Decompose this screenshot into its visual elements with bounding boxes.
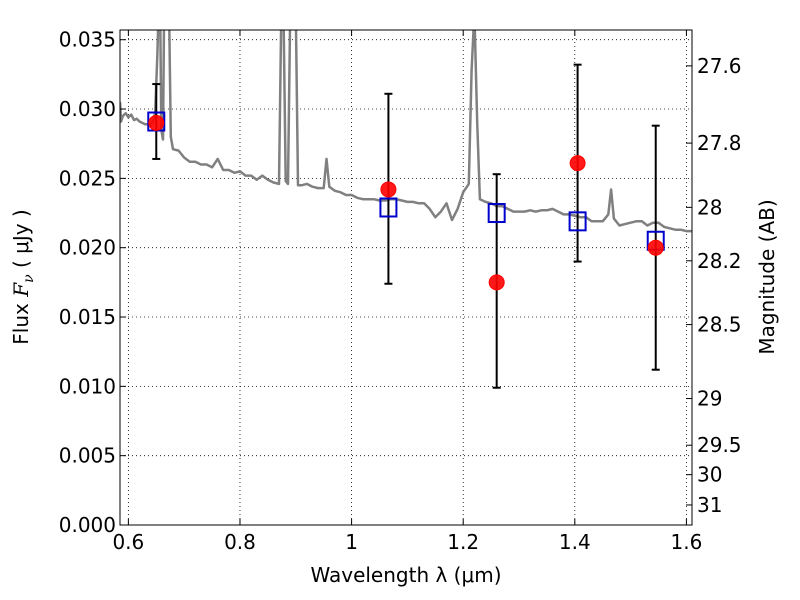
observed-flux-point bbox=[488, 274, 505, 291]
observed-flux-point bbox=[569, 155, 586, 172]
y-tick-label: 0.005 bbox=[59, 444, 116, 468]
y-axis-label-subscript: ν bbox=[21, 274, 37, 283]
y-tick-label: 0.035 bbox=[59, 28, 116, 52]
x-tick-label: 1 bbox=[345, 530, 358, 554]
y-tick-label: 0.015 bbox=[59, 305, 116, 329]
x-tick-label: 1.6 bbox=[671, 530, 703, 554]
model-band-square bbox=[379, 197, 398, 218]
y2-axis-label: Magnitude (AB) bbox=[755, 199, 779, 354]
observed-flux-point bbox=[148, 114, 165, 131]
y-tick-label: 0.020 bbox=[59, 236, 116, 260]
error-bars bbox=[147, 63, 665, 389]
x-tick-label: 0.8 bbox=[224, 530, 256, 554]
y-tick-label: 0.030 bbox=[59, 97, 116, 121]
model-band-square bbox=[487, 203, 506, 224]
observed-flux-point bbox=[380, 181, 397, 198]
plot-frame bbox=[119, 29, 693, 526]
y2-tick-label: 29 bbox=[697, 387, 722, 411]
y-axis-label: Flux Fν ( μJy ) bbox=[9, 209, 37, 344]
plot-data bbox=[120, 30, 692, 233]
y-tick-label: 0.010 bbox=[59, 374, 116, 398]
x-tick-label: 1.2 bbox=[447, 530, 479, 554]
model-spectrum-line bbox=[120, 30, 692, 233]
y2-tick-label: 28 bbox=[697, 195, 722, 219]
y2-tick-label: 30 bbox=[697, 463, 722, 487]
x-axis-label: Wavelength λ (μm) bbox=[310, 563, 501, 587]
grid-lines bbox=[120, 30, 692, 525]
y2-tick-label: 31 bbox=[697, 493, 722, 517]
observed-flux-point bbox=[647, 239, 664, 256]
axis-ticks: 0.6 0.8 1 1.2 1.4 1.6 0.000 0.005 0.010 0.015 0.02… bbox=[59, 28, 742, 554]
y2-tick-label: 27.8 bbox=[697, 131, 742, 155]
y-tick-label: 0.000 bbox=[59, 513, 116, 537]
x-tick-label: 1.4 bbox=[559, 530, 591, 554]
y-tick-label: 0.025 bbox=[59, 166, 116, 190]
y2-tick-label: 27.6 bbox=[697, 54, 742, 78]
x-tick-label: 0.6 bbox=[112, 530, 144, 554]
y2-tick-label: 28.5 bbox=[697, 313, 742, 337]
y2-tick-label: 29.5 bbox=[697, 433, 742, 457]
y-axis-label-prefix: Flux bbox=[9, 297, 33, 345]
y-axis-label-symbol: F bbox=[9, 282, 33, 298]
y2-tick-label: 28.2 bbox=[697, 249, 742, 273]
y-axis-label-suffix: ( μJy ) bbox=[9, 209, 33, 274]
model-band-square bbox=[568, 211, 587, 232]
